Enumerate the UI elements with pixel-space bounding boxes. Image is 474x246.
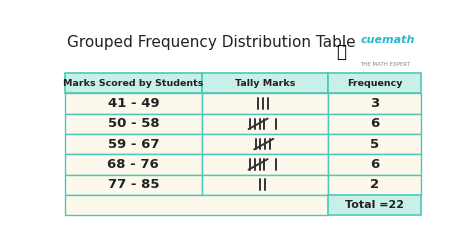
Text: 🚀: 🚀 xyxy=(337,43,346,61)
Text: 6: 6 xyxy=(370,158,379,171)
Text: 68 - 76: 68 - 76 xyxy=(108,158,159,171)
Bar xyxy=(328,134,421,154)
Text: THE MATH EXPERT: THE MATH EXPERT xyxy=(360,62,410,67)
Text: 50 - 58: 50 - 58 xyxy=(108,117,159,130)
Bar xyxy=(328,73,421,93)
Text: Frequency: Frequency xyxy=(347,79,402,88)
Text: Marks Scored by Students: Marks Scored by Students xyxy=(63,79,203,88)
Text: 59 - 67: 59 - 67 xyxy=(108,138,159,151)
Bar xyxy=(65,134,202,154)
Text: Tally Marks: Tally Marks xyxy=(235,79,295,88)
Text: Total =22: Total =22 xyxy=(345,200,404,210)
Bar xyxy=(65,175,202,195)
Text: 2: 2 xyxy=(370,178,379,191)
Text: 6: 6 xyxy=(370,117,379,130)
Bar xyxy=(328,175,421,195)
Text: 41 - 49: 41 - 49 xyxy=(108,97,159,110)
Text: 77 - 85: 77 - 85 xyxy=(108,178,159,191)
Text: 3: 3 xyxy=(370,97,379,110)
Bar xyxy=(328,114,421,134)
Bar xyxy=(328,154,421,175)
Bar xyxy=(202,134,328,154)
Bar xyxy=(202,114,328,134)
Bar xyxy=(202,73,328,93)
Bar xyxy=(202,154,328,175)
Text: 5: 5 xyxy=(370,138,379,151)
Bar xyxy=(65,93,202,114)
Bar xyxy=(202,175,328,195)
Bar xyxy=(65,195,328,215)
Bar xyxy=(65,73,202,93)
Bar xyxy=(202,93,328,114)
Bar xyxy=(328,93,421,114)
Bar xyxy=(65,114,202,134)
Text: cuemath: cuemath xyxy=(360,35,415,45)
Bar xyxy=(328,195,421,215)
Bar xyxy=(65,154,202,175)
Text: Grouped Frequency Distribution Table: Grouped Frequency Distribution Table xyxy=(66,35,355,50)
